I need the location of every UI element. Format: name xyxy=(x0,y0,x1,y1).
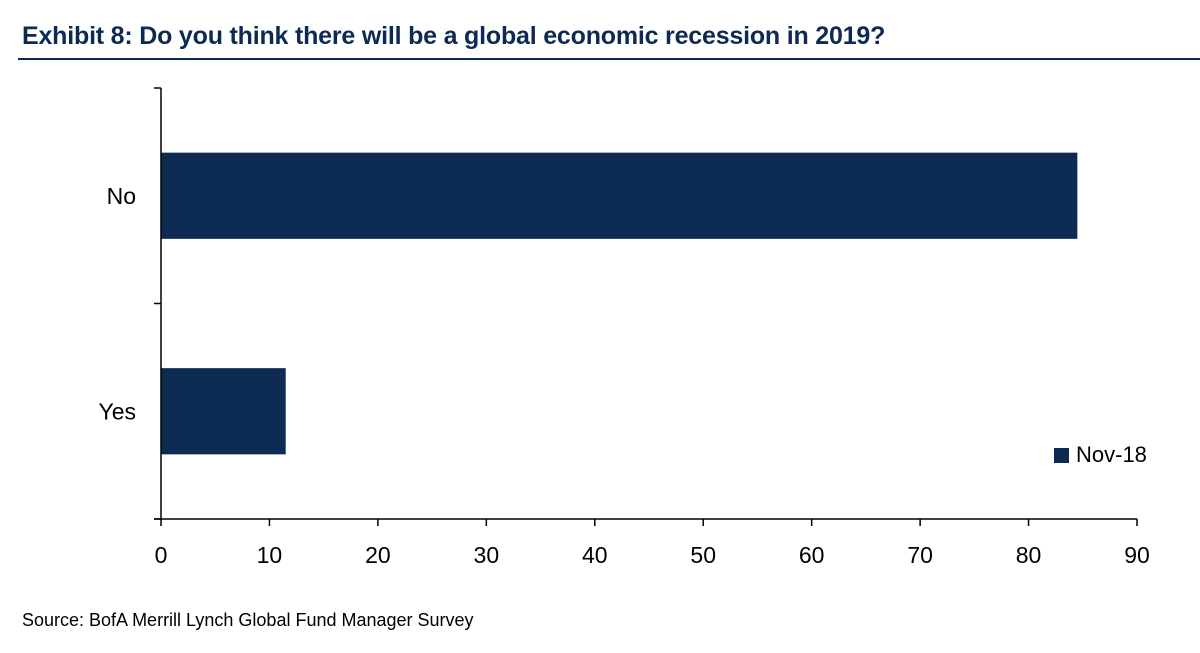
x-tick-label: 80 xyxy=(1016,542,1042,568)
x-tick-label: 0 xyxy=(155,542,168,568)
x-tick-label: 50 xyxy=(690,542,716,568)
bar-yes xyxy=(161,368,286,455)
x-tick-label: 30 xyxy=(474,542,500,568)
x-tick-label: 90 xyxy=(1124,542,1150,568)
category-label-yes: Yes xyxy=(98,398,136,424)
x-tick-label: 60 xyxy=(799,542,825,568)
legend-label: Nov-18 xyxy=(1076,442,1147,467)
bar-chart: No Yes 0 10 20 30 40 50 60 70 80 90 xyxy=(98,87,1150,568)
source-note: Source: BofA Merrill Lynch Global Fund M… xyxy=(22,610,474,630)
chart-legend: Nov-18 xyxy=(1054,442,1147,468)
legend-swatch xyxy=(1054,447,1069,463)
bar-no xyxy=(161,152,1078,239)
x-tick-label: 40 xyxy=(582,542,608,568)
category-label-no: No xyxy=(107,183,136,209)
x-tick-label: 10 xyxy=(257,542,283,568)
chart-title: Exhibit 8: Do you think there will be a … xyxy=(22,22,886,50)
x-tick-label: 20 xyxy=(365,542,391,568)
title-divider xyxy=(18,58,1200,60)
x-tick-label: 70 xyxy=(907,542,933,568)
